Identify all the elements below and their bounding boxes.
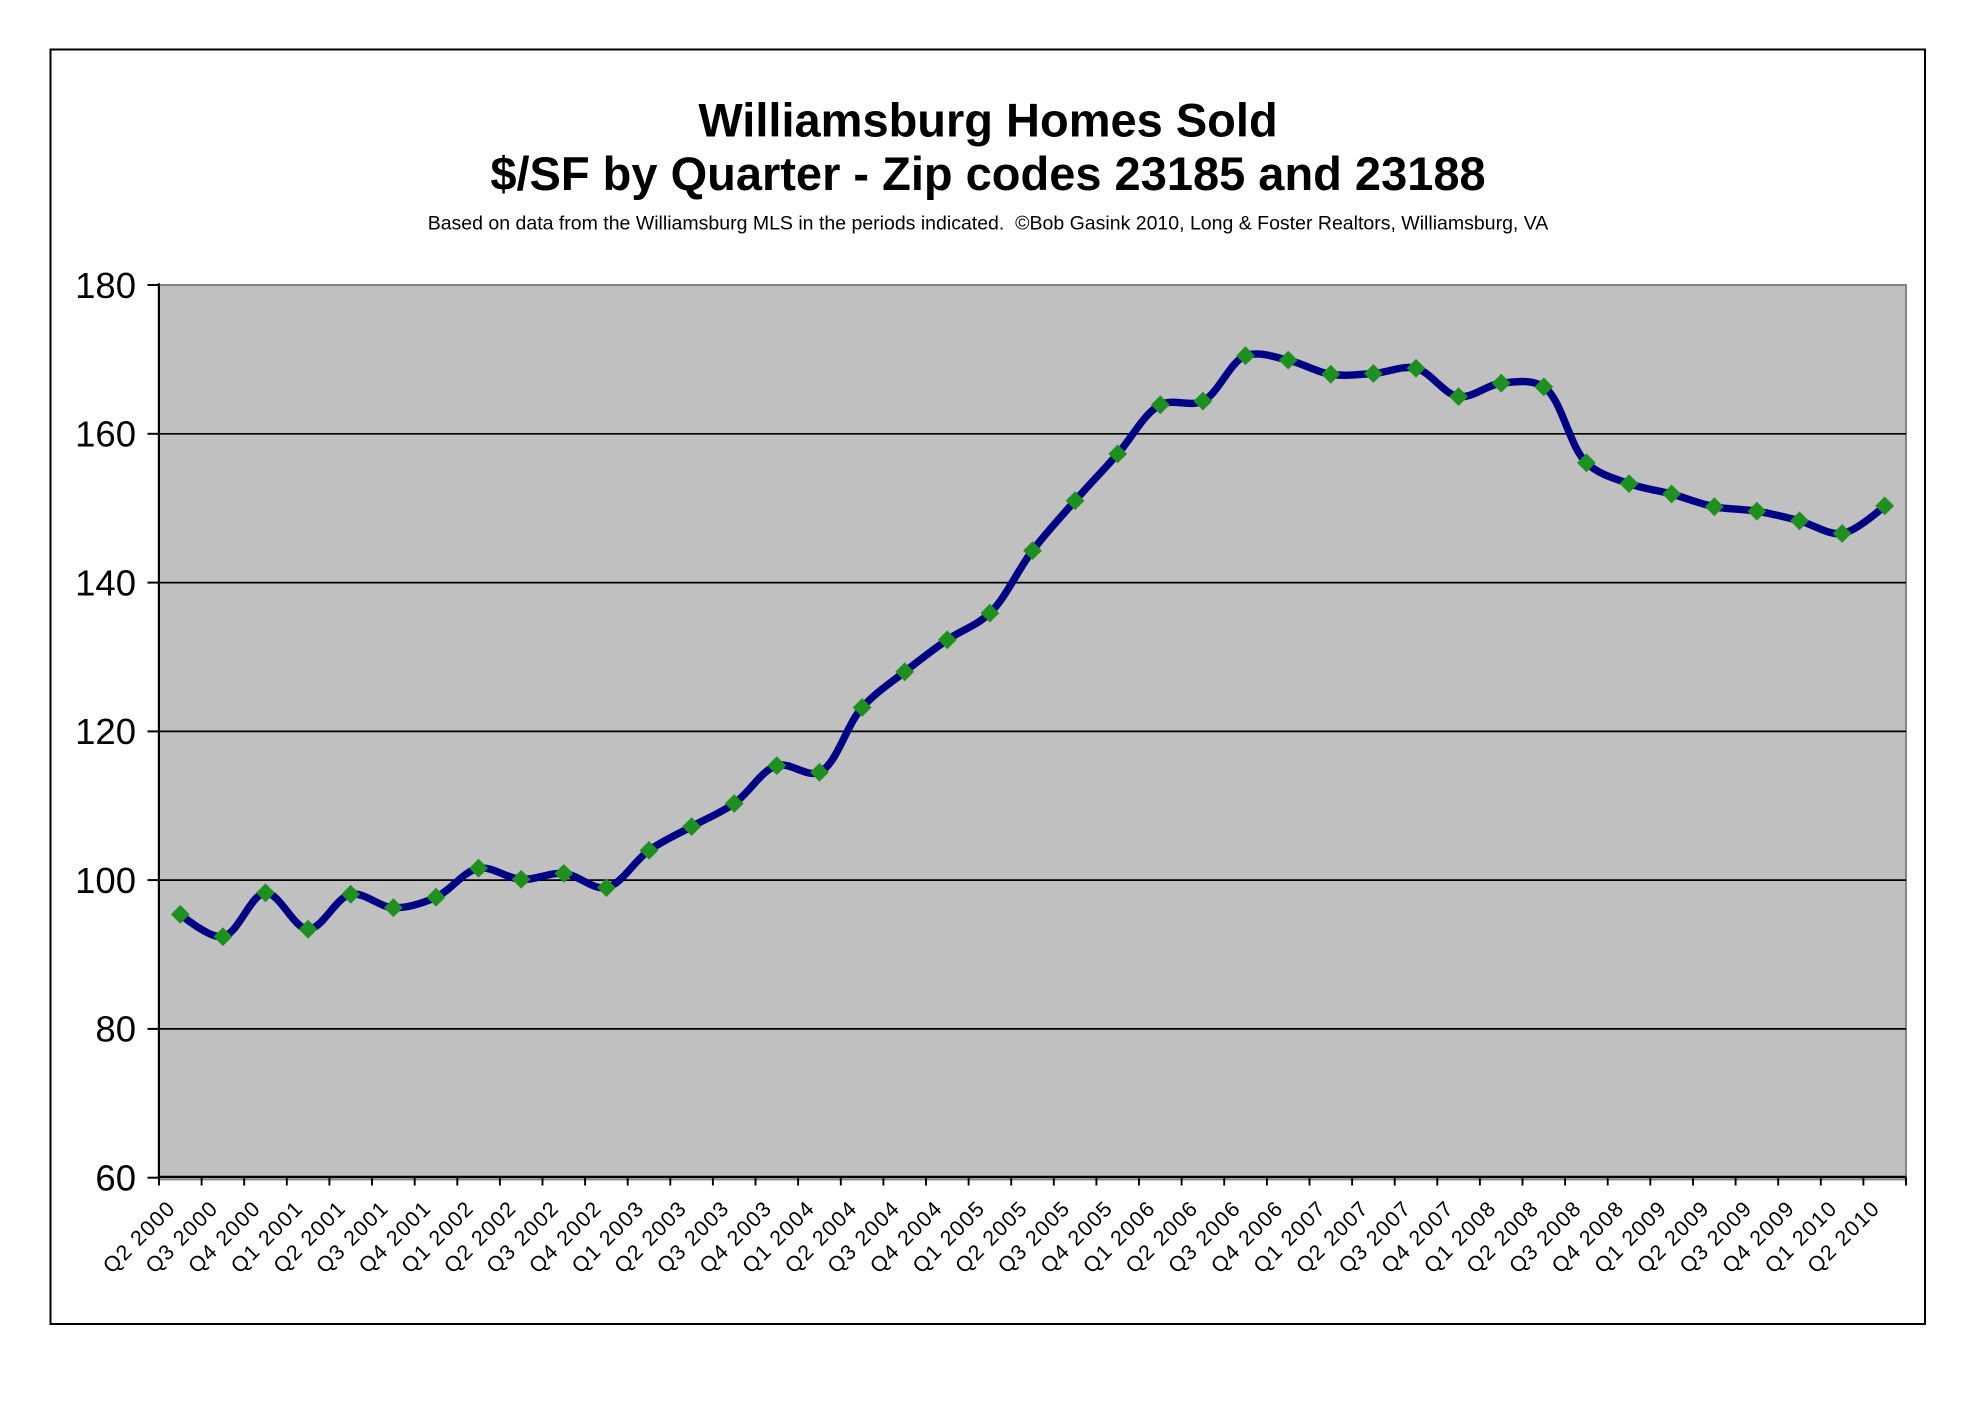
- svg-text:180: 180: [75, 265, 136, 306]
- svg-text:60: 60: [95, 1158, 136, 1199]
- svg-text:160: 160: [75, 414, 136, 455]
- svg-text:Based on data from the William: Based on data from the Williamsburg MLS …: [428, 213, 1549, 235]
- svg-text:$/SF by Quarter - Zip codes 23: $/SF by Quarter - Zip codes 23185 and 23…: [490, 147, 1485, 200]
- svg-text:120: 120: [75, 711, 136, 752]
- svg-text:100: 100: [75, 860, 136, 901]
- svg-text:Williamsburg Homes Sold: Williamsburg Homes Sold: [698, 94, 1277, 147]
- svg-text:80: 80: [95, 1009, 136, 1050]
- svg-text:140: 140: [75, 562, 136, 603]
